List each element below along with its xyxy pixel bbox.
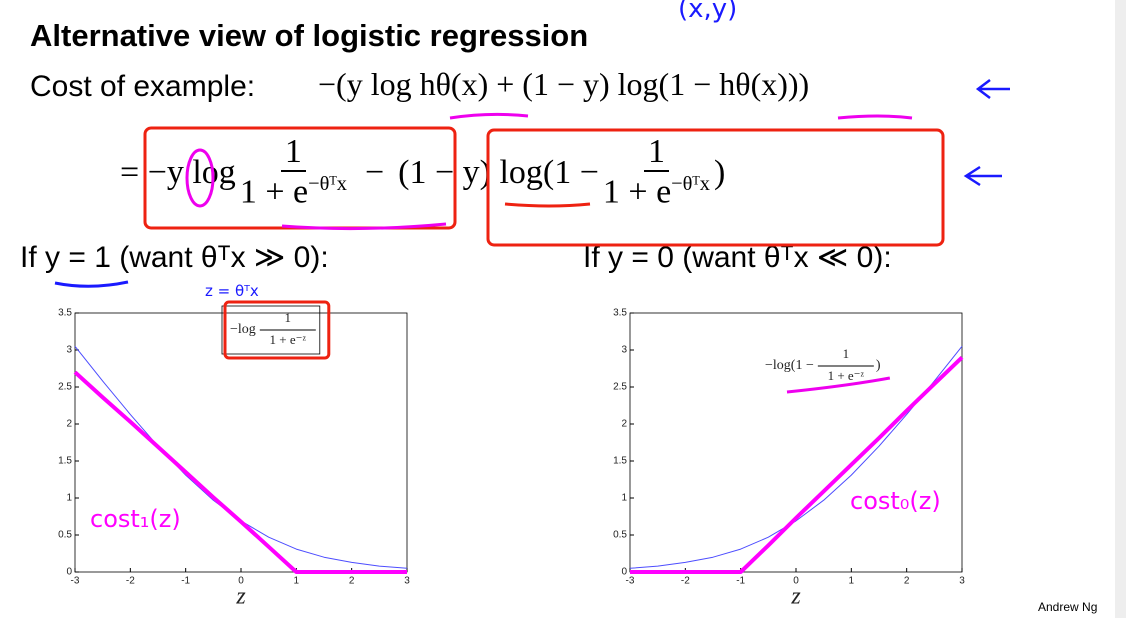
plot-area: [629, 312, 963, 573]
edge: [1115, 0, 1126, 618]
handwriting: z = θᵀx: [205, 282, 259, 300]
series-line: [630, 355, 964, 574]
y-tick-label: 3.5: [613, 308, 627, 319]
underline: [786, 376, 891, 394]
series-line: [629, 345, 963, 569]
term: (1 − y) log(1 −: [398, 154, 599, 191]
term: −y log: [147, 154, 236, 191]
series-line: [73, 370, 407, 574]
y-tick-label: 2.5: [58, 382, 72, 393]
y-tick-label: 2.5: [613, 382, 627, 393]
x-tick-label: 1: [294, 576, 300, 587]
plot-area: [74, 312, 408, 573]
x-tick-label: -3: [626, 576, 635, 587]
x-tick-label: -1: [736, 576, 745, 587]
y-tick-label: 1: [66, 493, 72, 504]
circle: [185, 148, 215, 208]
legend-den: 1 + e⁻ᶻ: [828, 368, 865, 383]
red-box: [223, 300, 331, 360]
legend-box: [221, 305, 321, 355]
x-tick-label: -2: [126, 576, 135, 587]
y-tick-label: 1.5: [613, 456, 627, 467]
legend: −log 1 1 + e⁻ᶻ: [230, 310, 316, 347]
denominator: 1 + e−θᵀx: [240, 172, 347, 213]
y-tick-label: 3.5: [58, 308, 72, 319]
exp: −θᵀx: [308, 173, 347, 196]
slide-title: Alternative view of logistic regression: [30, 18, 589, 53]
y-tick-label: 1: [621, 493, 627, 504]
legend-num: 1: [285, 310, 292, 325]
y-tick-label: 2: [621, 419, 627, 430]
x-axis-label: z: [790, 584, 801, 610]
denominator: 1 + e−θᵀx: [603, 172, 710, 213]
legend-den: 1 + e⁻ᶻ: [270, 332, 307, 347]
x-tick-label: 2: [349, 576, 355, 587]
red-box: [486, 128, 945, 247]
series-label: cost₁(z): [90, 505, 181, 533]
underline: [281, 112, 913, 231]
y-tick-label: 3: [621, 345, 627, 356]
x-tick-label: 3: [404, 576, 410, 587]
x-tick-label: 0: [238, 576, 244, 587]
series-line: [74, 345, 408, 569]
exp: −θᵀx: [671, 173, 711, 196]
series-label: cost₀(z): [850, 487, 941, 515]
x-tick-label: -1: [181, 576, 190, 587]
y-tick-label: 0: [66, 567, 72, 578]
numerator: 1: [643, 133, 669, 173]
eq: =: [120, 154, 140, 191]
x-tick-label: 3: [959, 576, 965, 587]
x-axis-label: z: [235, 584, 246, 610]
den: 1 + e: [239, 173, 309, 211]
term: ): [714, 154, 726, 191]
y-tick-label: 3: [66, 345, 72, 356]
x-tick-label: -3: [71, 576, 80, 587]
cost-formula: −(y log hθ(x) + (1 − y) log(1 − hθ(x))): [318, 66, 810, 102]
minus: −: [364, 154, 385, 191]
legend: −log(1 − 1 1 + e⁻ᶻ): [765, 346, 881, 383]
legend-prefix: −log(1 −: [765, 358, 814, 373]
underline: [54, 280, 129, 288]
legend-prefix: −log: [230, 322, 256, 337]
numerator: 1: [280, 133, 306, 173]
y-tick-label: 2: [66, 419, 72, 430]
cost-label: Cost of example:: [30, 70, 256, 103]
y-tick-label: 0.5: [613, 530, 627, 541]
y-tick-label: 0: [621, 567, 627, 578]
footer: Andrew Ng: [1038, 600, 1098, 614]
x-tick-label: -2: [681, 576, 690, 587]
underline: [504, 202, 591, 208]
case: If y = 1 (want θᵀx ≫ 0):: [20, 241, 329, 274]
handwriting: (x,y): [678, 0, 738, 24]
den: 1 + e: [602, 173, 672, 211]
y-tick-label: 0.5: [58, 530, 72, 541]
arrow: [963, 79, 1010, 187]
legend-num: 1: [843, 346, 850, 361]
y-tick-label: 1.5: [58, 456, 72, 467]
x-tick-label: 0: [793, 576, 799, 587]
x-tick-label: 1: [849, 576, 855, 587]
legend-suffix: ): [876, 358, 881, 373]
x-tick-label: 2: [904, 576, 910, 587]
